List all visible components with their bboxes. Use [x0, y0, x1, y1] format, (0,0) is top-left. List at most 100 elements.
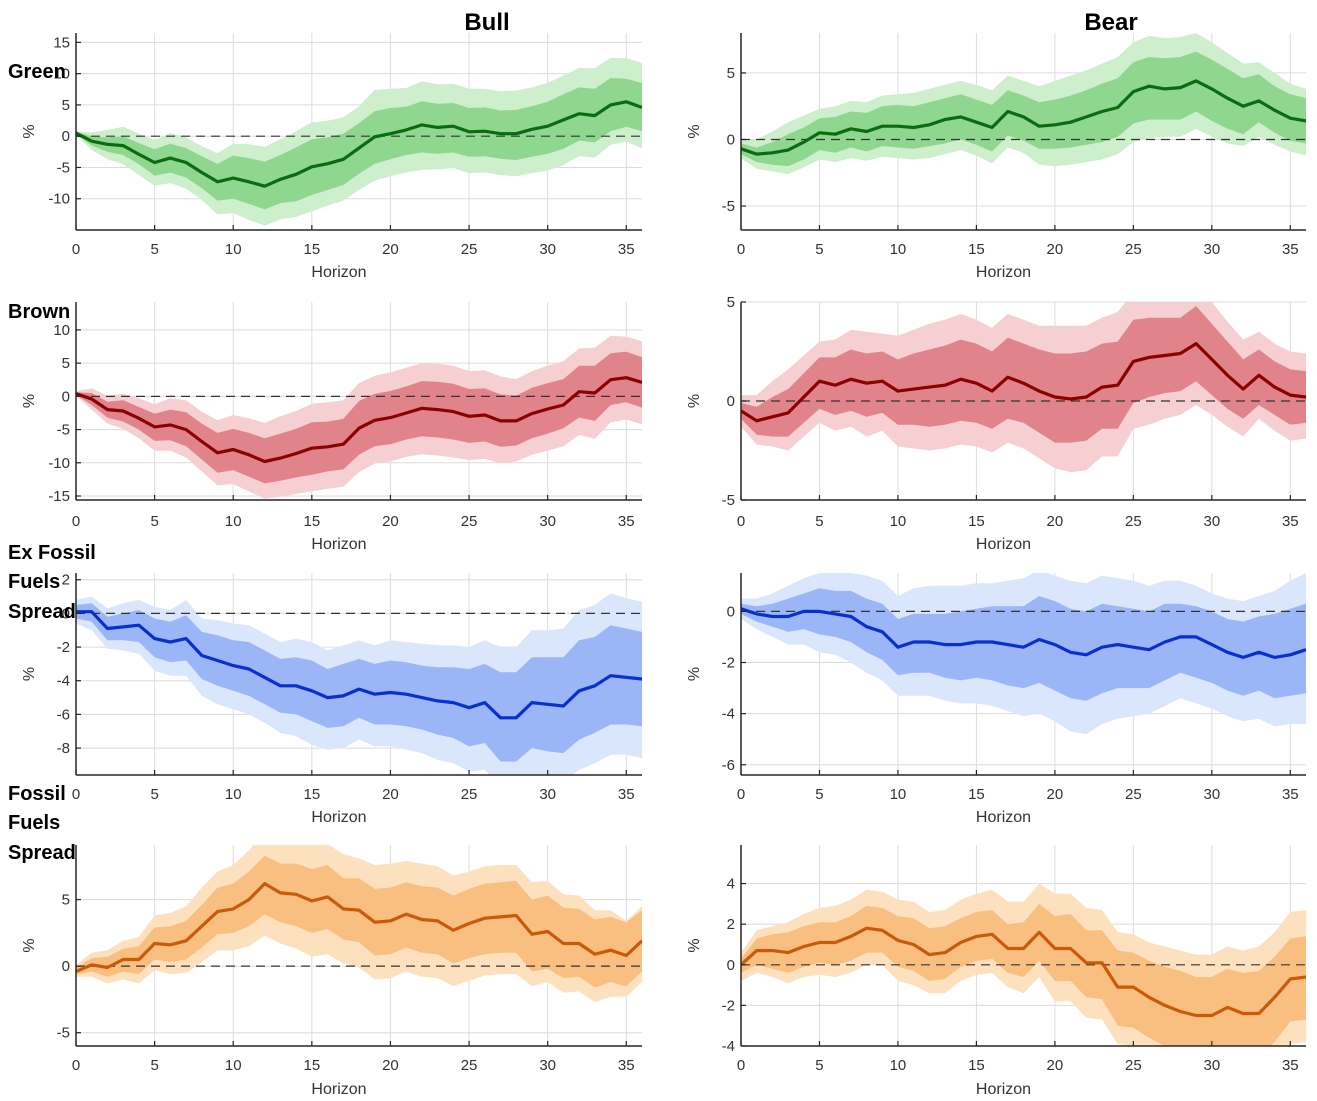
- x-tick-label: 35: [618, 786, 635, 803]
- x-tick-label: 30: [1203, 1057, 1220, 1074]
- x-tick-label: 20: [382, 786, 399, 803]
- x-tick-label: 25: [1125, 513, 1142, 530]
- x-tick-label: 30: [539, 786, 556, 803]
- x-axis-label: Horizon: [311, 264, 366, 281]
- y-axis-label: %: [686, 394, 703, 408]
- y-axis-label: %: [21, 124, 38, 138]
- y-tick-label: 0: [62, 605, 70, 622]
- y-tick-label: 0: [727, 131, 735, 148]
- plot-area: [741, 573, 1306, 735]
- inner-confidence-band: [741, 51, 1306, 167]
- y-tick-label: 5: [727, 294, 735, 311]
- y-tick-label: -5: [722, 492, 735, 509]
- y-tick-label: 5: [62, 355, 70, 372]
- x-tick-label: 10: [890, 786, 907, 803]
- plot-area: [76, 335, 642, 499]
- x-tick-label: 25: [461, 1057, 478, 1074]
- x-tick-label: 15: [303, 241, 320, 258]
- row-label-line: Fuels: [8, 812, 60, 834]
- x-tick-label: 5: [815, 513, 823, 530]
- inner-confidence-band: [76, 855, 642, 988]
- panels: 0 5 10 15 20 25 30 35 -10 -5 0 5 10 15 Horizon% 0 5 10 15 2…: [21, 33, 1306, 1098]
- x-tick-label: 15: [968, 513, 985, 530]
- y-axis-label: %: [21, 667, 38, 681]
- x-tick-label: 5: [815, 1057, 823, 1074]
- x-tick-label: 20: [382, 241, 399, 258]
- row-label-line: Spread: [8, 842, 76, 864]
- y-tick-label: -2: [722, 654, 735, 671]
- plot-area: [741, 883, 1306, 1046]
- panel-fossil-fuels-spread-bear: 0 5 10 15 20 25 30 35 -4 -2 0 2 4 Horizon%: [686, 845, 1306, 1098]
- plot-area: [741, 33, 1306, 175]
- x-tick-label: 35: [1282, 786, 1299, 803]
- x-tick-label: 15: [303, 786, 320, 803]
- y-tick-label: -5: [722, 198, 735, 215]
- x-axis-label: Horizon: [311, 536, 366, 553]
- y-tick-label: 0: [727, 603, 735, 620]
- row-label-green: Green: [8, 61, 66, 83]
- x-tick-label: 10: [225, 513, 242, 530]
- row-labels: Green Brown Ex Fossil Fuels Spread Fossil Fuel…: [8, 61, 96, 864]
- y-tick-label: -10: [48, 455, 70, 472]
- x-tick-label: 15: [968, 786, 985, 803]
- y-axis-label: %: [686, 124, 703, 138]
- x-axis-label: Horizon: [311, 809, 366, 826]
- x-tick-label: 35: [618, 241, 635, 258]
- x-tick-label: 5: [815, 241, 823, 258]
- x-tick-label: 35: [1282, 513, 1299, 530]
- y-tick-label: -6: [57, 706, 70, 723]
- x-tick-label: 30: [1203, 786, 1220, 803]
- x-tick-label: 35: [618, 513, 635, 530]
- panel-brown-bull: 0 5 10 15 20 25 30 35 -15 -10 -5 0 5 10 Horizon%: [21, 302, 642, 553]
- x-tick-label: 10: [890, 513, 907, 530]
- x-tick-label: 35: [1282, 241, 1299, 258]
- row-label-line: Brown: [8, 301, 70, 323]
- row-label-line: Spread: [8, 601, 76, 623]
- y-tick-label: -4: [722, 1038, 735, 1055]
- median-response-line: [76, 100, 642, 188]
- x-tick-label: 25: [1125, 241, 1142, 258]
- x-tick-label: 25: [461, 513, 478, 530]
- inner-confidence-band: [76, 78, 642, 210]
- plot-area: [76, 845, 642, 1003]
- x-tick-label: 25: [1125, 1057, 1142, 1074]
- median-response-line: [741, 79, 1306, 156]
- row-label-fossil-fuels-spread: Fossil Fuels Spread: [8, 783, 76, 864]
- inner-confidence-band: [741, 306, 1306, 443]
- x-tick-label: 0: [72, 241, 80, 258]
- y-tick-label: 5: [62, 892, 70, 909]
- x-tick-label: 15: [303, 513, 320, 530]
- x-tick-label: 10: [225, 1057, 242, 1074]
- x-tick-label: 5: [150, 513, 158, 530]
- y-axis-label: %: [21, 394, 38, 408]
- inner-confidence-band: [76, 603, 642, 762]
- y-tick-label: -4: [57, 673, 70, 690]
- y-tick-label: 0: [62, 128, 70, 145]
- row-label-brown: Brown: [8, 301, 70, 323]
- x-tick-label: 20: [382, 513, 399, 530]
- median-response-line: [741, 926, 1306, 1018]
- x-axis-label: Horizon: [311, 1081, 366, 1098]
- y-tick-label: -8: [57, 740, 70, 757]
- inner-confidence-band: [741, 903, 1306, 1046]
- y-axis-label: %: [686, 938, 703, 952]
- x-tick-label: 5: [815, 786, 823, 803]
- y-tick-label: -15: [48, 488, 70, 505]
- x-tick-label: 20: [382, 1057, 399, 1074]
- y-axis-label: %: [686, 667, 703, 681]
- plot-area: [741, 302, 1306, 473]
- y-tick-label: 10: [53, 322, 70, 339]
- x-tick-label: 20: [1047, 786, 1064, 803]
- median-response-line: [741, 342, 1306, 423]
- panel-green-bear: 0 5 10 15 20 25 30 35 -5 0 5 Horizon%: [686, 33, 1306, 281]
- x-tick-label: 10: [890, 241, 907, 258]
- x-axis-label: Horizon: [976, 536, 1031, 553]
- median-response-line: [76, 376, 642, 464]
- x-tick-label: 30: [1203, 513, 1220, 530]
- x-tick-label: 15: [968, 241, 985, 258]
- x-tick-label: 10: [890, 1057, 907, 1074]
- x-tick-label: 0: [72, 513, 80, 530]
- x-tick-label: 15: [303, 1057, 320, 1074]
- x-tick-label: 0: [72, 1057, 80, 1074]
